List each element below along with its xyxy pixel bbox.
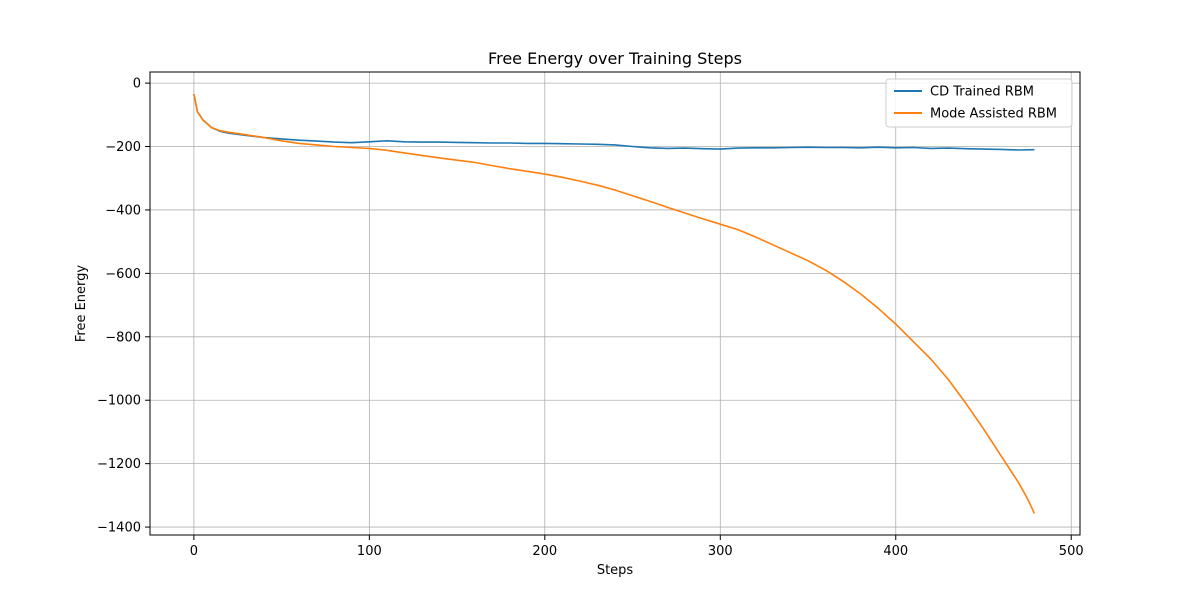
chart-title: Free Energy over Training Steps [488,49,742,68]
y-tick-label: −600 [105,267,141,282]
y-tick-label: 0 [133,77,141,92]
x-tick-label: 100 [357,544,382,559]
y-tick-label: −1400 [97,521,141,536]
x-axis-label: Steps [597,563,634,578]
y-tick-label: −1200 [97,457,141,472]
legend-box [885,78,1073,128]
axis-ticks: 0 100 200 300 400 500 0 −200 −400 −600 −800 −1000 −1… [97,77,1084,559]
legend-label-cd-trained-rbm: CD Trained RBM [930,85,1034,100]
y-tick-label: −400 [105,203,141,218]
y-tick-label: −800 [105,330,141,345]
legend-label-mode-assisted-rbm: Mode Assisted RBM [930,107,1057,122]
x-tick-label: 0 [190,544,198,559]
series-lines [193,94,1036,514]
y-tick-label: −200 [105,140,141,155]
series-line-mode-assisted-rbm [193,94,1036,514]
y-axis-label: Free Energy [74,265,89,343]
x-tick-label: 200 [532,544,557,559]
plot-frame [149,71,1081,536]
legend: CD Trained RBM Mode Assisted RBM [885,78,1073,128]
x-tick-label: 300 [708,544,733,559]
x-tick-label: 400 [883,544,908,559]
series-line-cd-trained-rbm [193,94,1035,151]
x-tick-label: 500 [1059,544,1084,559]
y-tick-label: −1000 [97,394,141,409]
